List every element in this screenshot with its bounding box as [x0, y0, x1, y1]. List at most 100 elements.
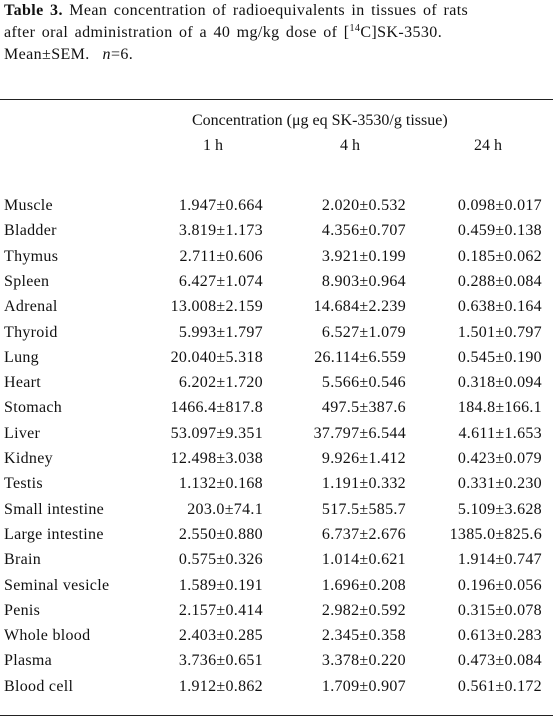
value-1h: 1.912±0.862 [178, 677, 263, 695]
value-24h: 0.196±0.056 [457, 576, 542, 594]
value-24h: 0.185±0.062 [457, 247, 542, 265]
value-4h: 8.903±0.964 [321, 272, 406, 290]
value-1h: 12.498±3.038 [170, 450, 263, 467]
table-row: Stomach 1466.4±817.8 497.5±387.6 184.8±166.… [0, 399, 553, 424]
value-1h: 3.819±1.173 [178, 222, 263, 240]
tissue-name: Muscle [4, 197, 53, 214]
value-1h: 3.736±0.651 [178, 652, 263, 670]
value-24h: 0.331±0.230 [457, 475, 542, 493]
table-row: Blood cell 1.912±0.862 1.709±0.907 0.561±0.… [0, 678, 553, 703]
value-4h: 5.566±0.546 [321, 374, 406, 392]
value-24h: 0.473±0.084 [457, 652, 542, 670]
value-24h: 0.561±0.172 [457, 677, 542, 695]
value-1h: 1.132±0.168 [178, 475, 263, 493]
table-row: Lung 20.040±5.318 26.114±6.559 0.545±0.190 [0, 349, 553, 374]
tissue-name: Heart [4, 374, 42, 392]
value-1h: 1.947±0.664 [178, 197, 263, 214]
value-24h: 1.914±0.747 [457, 551, 542, 569]
value-1h: 2.403±0.285 [178, 627, 263, 645]
table-row: Kidney 12.498±3.038 9.926±1.412 0.423±0.079 [0, 450, 553, 475]
table-row: Small intestine 203.0±74.1 517.5±585.7 5.10… [0, 501, 553, 526]
tissue-name: Liver [4, 424, 41, 442]
value-24h: 1.501±0.797 [457, 323, 542, 341]
value-4h: 2.345±0.358 [321, 627, 406, 645]
value-1h: 1.589±0.191 [178, 576, 263, 594]
value-24h: 0.638±0.164 [457, 298, 542, 316]
value-4h: 4.356±0.707 [321, 222, 406, 240]
table-row: Heart 6.202±1.720 5.566±0.546 0.318±0.094 [0, 374, 553, 399]
value-24h: 0.315±0.078 [457, 601, 542, 619]
caption-line-2-pre: after oral administration of a 40 mg/kg … [4, 24, 350, 41]
table-row: Thymus 2.711±0.606 3.921±0.199 0.185±0.062 [0, 248, 553, 273]
table-row: Large intestine 2.550±0.880 6.737±2.676 138… [0, 526, 553, 551]
tissue-name: Thymus [4, 247, 59, 265]
table-row: Whole blood 2.403±0.285 2.345±0.358 0.613±0… [0, 627, 553, 652]
value-4h: 1.709±0.907 [321, 677, 406, 695]
value-4h: 14.684±2.239 [313, 298, 406, 316]
table-row: Thyroid 5.993±1.797 6.527±1.079 1.501±0.797 [0, 324, 553, 349]
value-24h: 5.109±3.628 [457, 500, 542, 518]
tissue-name: Seminal vesicle [4, 576, 110, 594]
value-1h: 2.550±0.880 [178, 525, 263, 543]
value-24h: 1385.0±825.6 [449, 525, 542, 543]
value-1h: 53.097±9.351 [170, 424, 263, 442]
value-4h: 1.191±0.332 [321, 475, 406, 493]
tissue-name: Penis [4, 601, 41, 619]
caption-line-3: Mean±SEM. n=6. [4, 44, 549, 66]
tissue-name: Lung [4, 348, 39, 366]
concentration-group-header: Concentration (μg eq SK-3530/g tissue) [192, 112, 448, 129]
caption-n-value: =6. [110, 46, 134, 63]
value-4h: 497.5±387.6 [321, 399, 406, 417]
table-row: Testis 1.132±0.168 1.191±0.332 0.331±0.230 [0, 475, 553, 500]
value-1h: 2.157±0.414 [178, 601, 263, 619]
value-1h: 13.008±2.159 [170, 298, 263, 316]
tissue-name: Testis [4, 475, 43, 493]
tissue-name: Blood cell [4, 677, 74, 695]
value-24h: 0.423±0.079 [457, 450, 542, 467]
value-4h: 6.527±1.079 [321, 323, 406, 341]
table-top-rule [0, 99, 553, 100]
value-4h: 37.797±6.544 [313, 424, 406, 442]
caption-line-2: after oral administration of a 40 mg/kg … [4, 22, 549, 44]
value-24h: 184.8±166.1 [457, 399, 542, 417]
table-caption: Table 3. Mean concentration of radioequi… [4, 0, 549, 66]
value-4h: 1.014±0.621 [321, 551, 406, 569]
table-row: Seminal vesicle 1.589±0.191 1.696±0.208 0.1… [0, 577, 553, 602]
value-1h: 1466.4±817.8 [170, 399, 263, 417]
value-4h: 9.926±1.412 [321, 450, 406, 467]
value-4h: 3.378±0.220 [321, 652, 406, 670]
value-4h: 6.737±2.676 [321, 525, 406, 543]
value-1h: 6.202±1.720 [178, 374, 263, 392]
table-label: Table 3. [4, 2, 63, 19]
value-24h: 0.288±0.084 [457, 272, 542, 290]
value-4h: 1.696±0.208 [321, 576, 406, 594]
tissue-name: Small intestine [4, 500, 105, 518]
tissue-name: Kidney [4, 450, 53, 467]
value-4h: 2.020±0.532 [321, 197, 406, 214]
value-1h: 0.575±0.326 [178, 551, 263, 569]
column-header-1h: 1 h [203, 137, 223, 154]
column-header-4h: 4 h [340, 137, 360, 154]
value-1h: 6.427±1.074 [178, 272, 263, 290]
tissue-name: Whole blood [4, 627, 91, 645]
tissue-name: Stomach [4, 399, 63, 417]
tissue-name: Adrenal [4, 298, 58, 316]
table-row: Spleen 6.427±1.074 8.903±0.964 0.288±0.084 [0, 273, 553, 298]
caption-line-2-post: C]SK-3530. [360, 24, 443, 41]
value-4h: 3.921±0.199 [321, 247, 406, 265]
value-24h: 4.611±1.653 [458, 424, 542, 442]
tissue-name: Brain [4, 551, 42, 569]
table-row: Plasma 3.736±0.651 3.378±0.220 0.473±0.084 [0, 652, 553, 677]
value-24h: 0.613±0.283 [457, 627, 542, 645]
caption-title: Mean concentration of radioequivalents i… [69, 2, 469, 19]
value-24h: 0.459±0.138 [457, 222, 542, 240]
table-row: Bladder 3.819±1.173 4.356±0.707 0.459±0.138 [0, 222, 553, 247]
table-row: Penis 2.157±0.414 2.982±0.592 0.315±0.078 [0, 602, 553, 627]
tissue-name: Spleen [4, 272, 50, 290]
caption-n-label: n [102, 46, 111, 63]
table-bottom-rule [0, 715, 553, 716]
value-24h: 0.545±0.190 [457, 348, 542, 366]
caption-line-1: Table 3. Mean concentration of radioequi… [4, 0, 549, 22]
value-24h: 0.318±0.094 [457, 374, 542, 392]
value-4h: 2.982±0.592 [321, 601, 406, 619]
